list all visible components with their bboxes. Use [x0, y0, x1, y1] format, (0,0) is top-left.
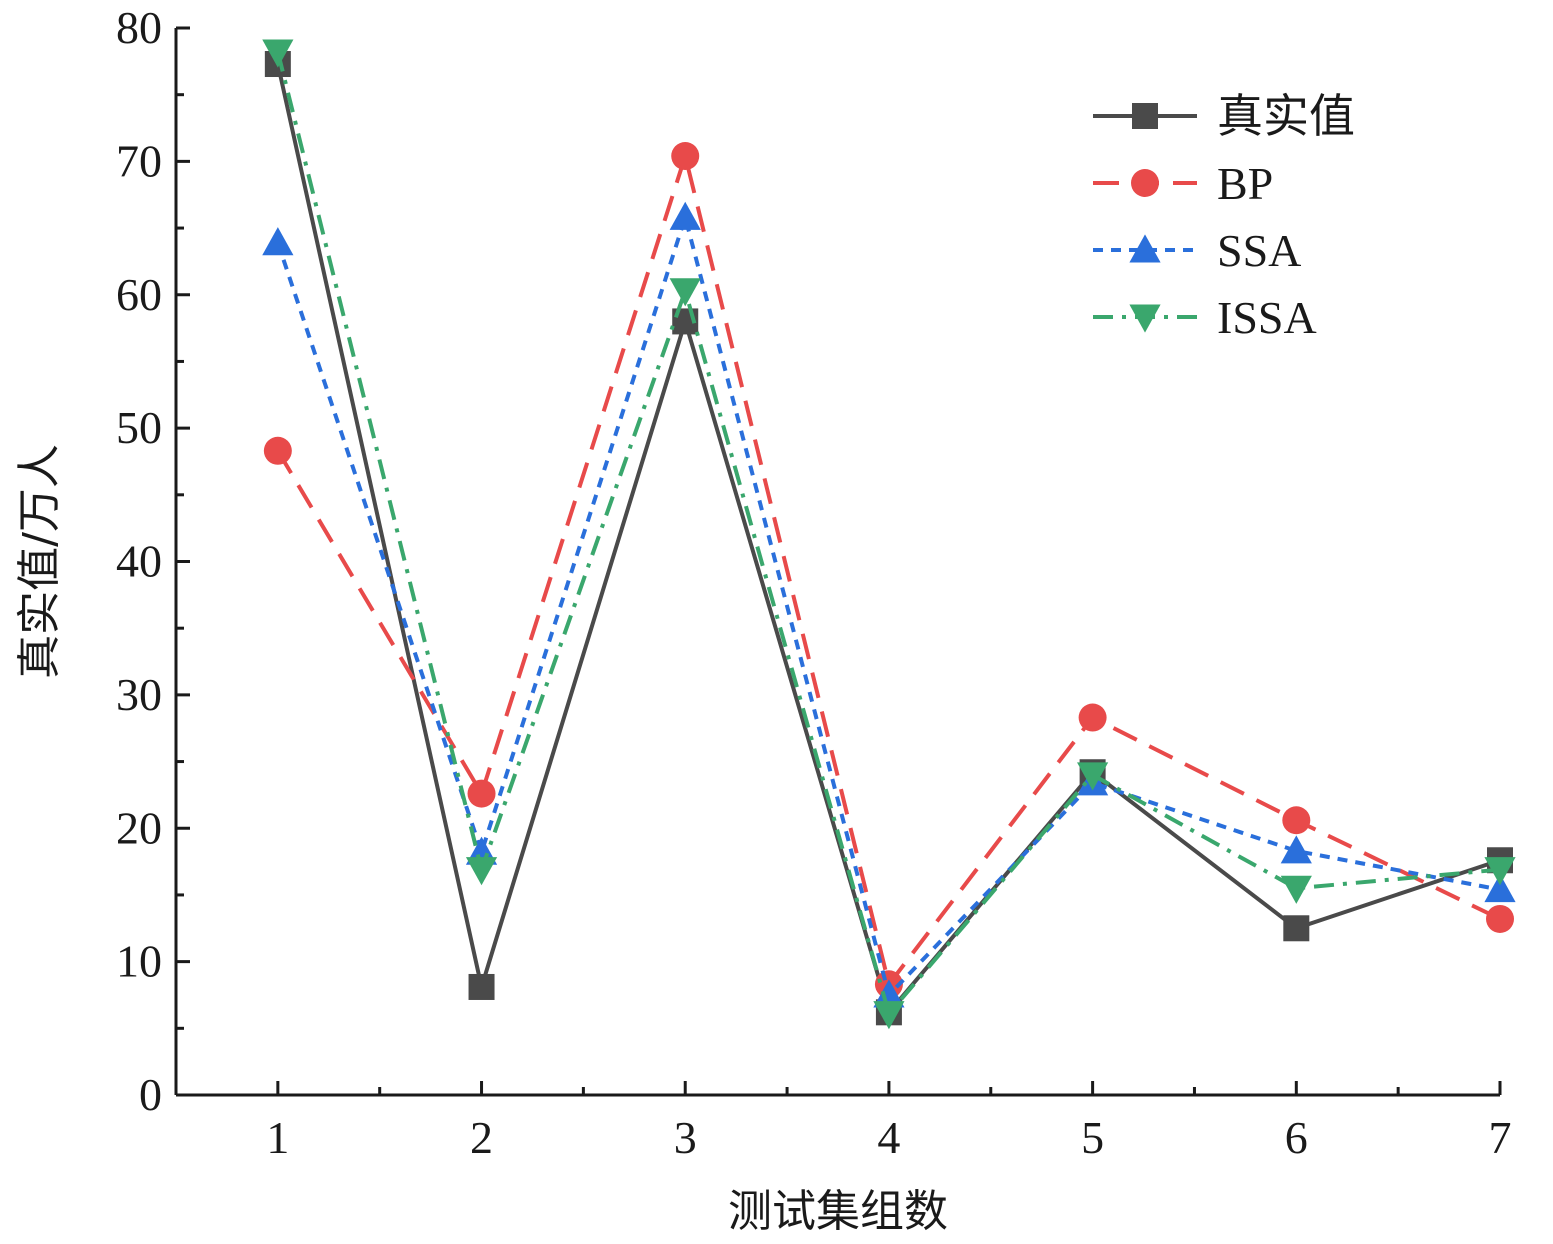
series-point: [467, 779, 496, 808]
legend-marker: [1129, 234, 1161, 263]
series-point: [468, 973, 495, 1000]
series-point: [671, 142, 700, 171]
series-point: [1282, 806, 1311, 835]
y-axis-title: 真实值/万人: [14, 444, 65, 679]
series-point: [873, 1001, 905, 1030]
legend-label: SSA: [1217, 225, 1301, 276]
legend-marker: [1131, 169, 1159, 197]
series-point: [1077, 762, 1109, 791]
series-line: [275, 51, 1501, 1018]
y-tick-label: 60: [116, 269, 162, 320]
legend-item: SSA: [1093, 225, 1301, 276]
legend-marker: [1129, 304, 1161, 333]
x-tick-label: 1: [266, 1112, 289, 1163]
y-tick-label: 70: [116, 135, 162, 186]
series-point: [669, 278, 701, 307]
x-tick-label: 4: [877, 1112, 900, 1163]
axes: 0 10 20 30 40 50 60 70 80 1 2 3 4 5 6 7: [116, 2, 1512, 1163]
x-tick-label: 7: [1489, 1112, 1512, 1163]
x-tick-label: 2: [470, 1112, 493, 1163]
y-tick-label: 30: [116, 669, 162, 720]
y-tick-label: 0: [139, 1069, 162, 1120]
series-line: [276, 148, 1501, 989]
series-point: [1280, 835, 1312, 864]
series-4: [262, 39, 1516, 1030]
series-point: [873, 979, 905, 1008]
series-point: [262, 39, 294, 68]
y-tick-label: 40: [116, 536, 162, 587]
y-tick-label: 80: [116, 2, 162, 53]
legend-item: BP: [1093, 158, 1273, 209]
series-point: [1484, 857, 1516, 886]
series-point: [465, 857, 498, 886]
legend: 真实值 BP SSA ISSA: [1093, 91, 1355, 343]
series-point: [1280, 875, 1312, 904]
series-layer: [262, 39, 1516, 1030]
x-tick-label: 6: [1285, 1112, 1308, 1163]
series-point: [1283, 915, 1310, 942]
series-point: [263, 436, 292, 465]
y-tick-label: 20: [116, 802, 162, 853]
legend-item: ISSA: [1093, 292, 1317, 343]
series-2: [263, 142, 1514, 999]
legend-item: 真实值: [1093, 91, 1355, 142]
legend-label: 真实值: [1217, 91, 1355, 142]
series-point: [669, 201, 701, 230]
series-point: [1486, 904, 1514, 933]
x-axis-title: 测试集组数: [728, 1186, 948, 1237]
series-line: [275, 63, 1501, 1017]
series-point: [262, 227, 294, 256]
legend-label: ISSA: [1217, 292, 1317, 343]
y-tick-label: 50: [116, 402, 162, 453]
series-1: [264, 51, 1513, 1026]
y-tick-label: 10: [116, 936, 162, 987]
legend-marker: [1132, 103, 1158, 129]
series-point: [1484, 874, 1516, 903]
x-tick-label: 5: [1081, 1112, 1104, 1163]
x-tick-label: 3: [674, 1112, 697, 1163]
legend-label: BP: [1217, 158, 1273, 209]
series-point: [1078, 703, 1107, 732]
